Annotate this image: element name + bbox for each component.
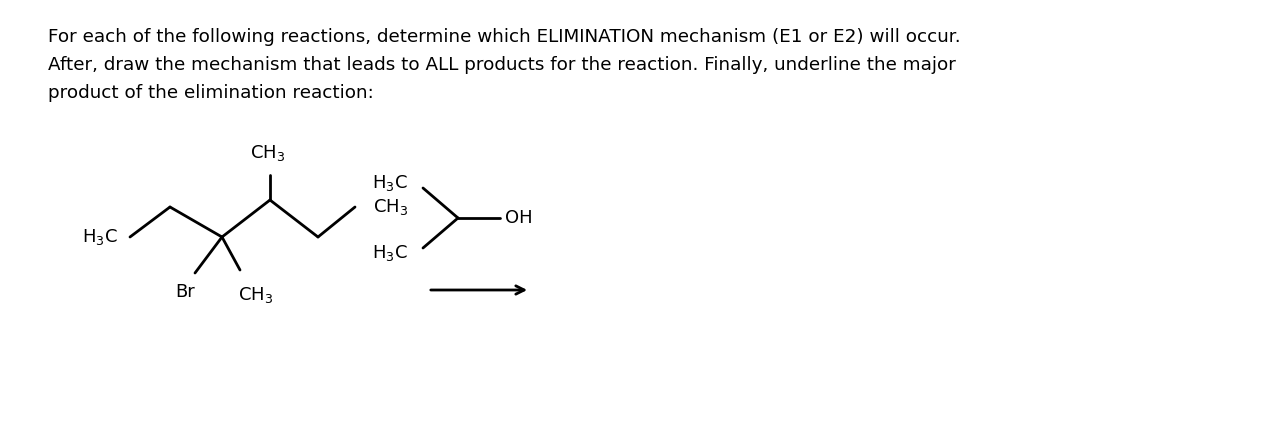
- Text: CH$_3$: CH$_3$: [251, 143, 285, 163]
- Text: CH$_3$: CH$_3$: [372, 197, 408, 217]
- Text: H$_3$C: H$_3$C: [372, 173, 408, 193]
- Text: Br: Br: [175, 283, 195, 301]
- Text: product of the elimination reaction:: product of the elimination reaction:: [49, 84, 374, 102]
- Text: After, draw the mechanism that leads to ALL products for the reaction. Finally, : After, draw the mechanism that leads to …: [49, 56, 956, 74]
- Text: CH$_3$: CH$_3$: [238, 285, 274, 305]
- Text: For each of the following reactions, determine which ELIMINATION mechanism (E1 o: For each of the following reactions, det…: [49, 28, 960, 46]
- Text: H$_3$C: H$_3$C: [372, 243, 408, 263]
- Text: H$_3$C: H$_3$C: [82, 227, 118, 247]
- Text: OH: OH: [506, 209, 532, 227]
